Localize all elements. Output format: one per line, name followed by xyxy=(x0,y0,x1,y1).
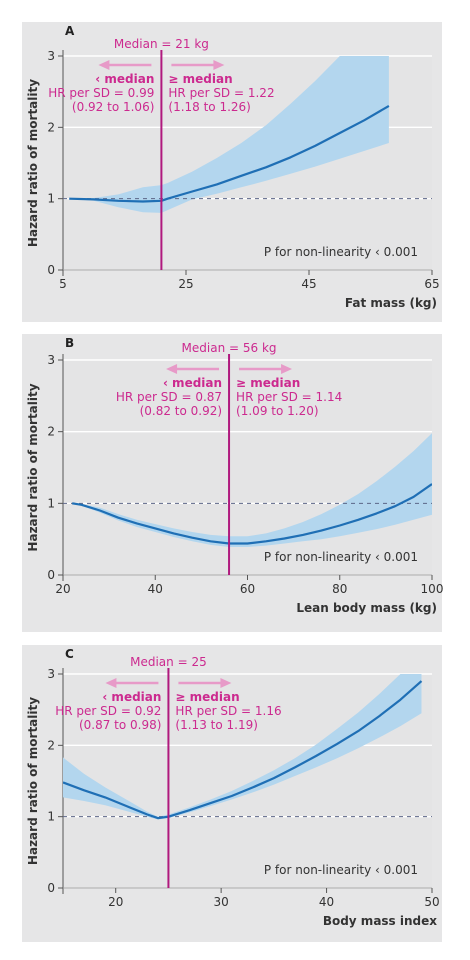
confidence-band xyxy=(69,56,389,213)
x-tick-label: 40 xyxy=(148,582,163,596)
y-tick-label: 2 xyxy=(47,120,55,134)
nonlinearity-annotation: P for non-linearity ‹ 0.001 xyxy=(264,550,418,564)
below-median-label: ‹ median xyxy=(102,690,161,704)
arrow-head xyxy=(281,364,293,374)
arrow-head xyxy=(166,364,178,374)
above-median-ci: (1.09 to 1.20) xyxy=(236,404,318,418)
x-tick-label: 100 xyxy=(421,582,444,596)
above-median-hr: HR per SD = 1.16 xyxy=(175,704,281,718)
confidence-band xyxy=(72,433,432,547)
plot-curve-layer xyxy=(69,104,390,203)
below-median-hr: HR per SD = 0.87 xyxy=(116,390,222,404)
confidence-band xyxy=(63,674,422,820)
below-median-hr: HR per SD = 0.92 xyxy=(55,704,161,718)
below-median-arrow xyxy=(105,678,159,688)
panel-letter: A xyxy=(65,24,75,38)
chart-panel-C: 0 1 2 3 20 30 40 50 Hazard ratio of mortality Bod… xyxy=(22,645,442,942)
median-label: Median = 21 kg xyxy=(114,37,209,51)
hazard-ratio-curve xyxy=(69,104,390,203)
y-tick-label: 2 xyxy=(47,738,55,752)
below-median-ci: (0.82 to 0.92) xyxy=(140,404,222,418)
x-tick-label: 60 xyxy=(240,582,255,596)
plot-content xyxy=(63,674,422,820)
above-median-hr: HR per SD = 1.22 xyxy=(168,86,274,100)
above-median-label: ≥ median xyxy=(168,72,232,86)
plot-curve-layer xyxy=(63,680,423,820)
y-tick-label: 0 xyxy=(47,568,55,582)
nonlinearity-annotation: P for non-linearity ‹ 0.001 xyxy=(264,245,418,259)
hazard-ratio-curve xyxy=(72,483,432,545)
above-median-arrow xyxy=(178,678,232,688)
plot-curve-layer xyxy=(72,483,432,545)
x-tick-label: 5 xyxy=(59,277,67,291)
arrow-head xyxy=(98,60,110,70)
below-median-arrow xyxy=(98,60,152,70)
above-median-hr: HR per SD = 1.14 xyxy=(236,390,342,404)
below-median-arrow xyxy=(166,364,220,374)
above-median-label: ≥ median xyxy=(236,376,300,390)
y-tick-label: 0 xyxy=(47,881,55,895)
above-median-arrow xyxy=(239,364,293,374)
y-tick-label: 0 xyxy=(47,263,55,277)
median-label: Median = 56 kg xyxy=(182,341,277,355)
below-median-ci: (0.92 to 1.06) xyxy=(72,100,154,114)
y-tick-label: 1 xyxy=(47,496,55,510)
arrow-head xyxy=(220,678,232,688)
x-tick-label: 40 xyxy=(319,895,334,909)
x-tick-label: 25 xyxy=(178,277,193,291)
x-axis-label: Lean body mass (kg) xyxy=(296,601,437,615)
panel-letter: B xyxy=(65,336,74,350)
y-axis-label: Hazard ratio of mortality xyxy=(26,383,40,551)
y-axis-label: Hazard ratio of mortality xyxy=(26,79,40,247)
nonlinearity-annotation: P for non-linearity ‹ 0.001 xyxy=(264,863,418,877)
chart-panel-A: 0 1 2 3 5 25 45 65 Hazard ratio of mortality Fat … xyxy=(22,22,442,322)
y-axis-label: Hazard ratio of mortality xyxy=(26,697,40,865)
median-label: Median = 25 xyxy=(130,655,207,669)
y-tick-label: 3 xyxy=(47,353,55,367)
below-median-label: ‹ median xyxy=(163,376,222,390)
y-tick-label: 3 xyxy=(47,49,55,63)
above-median-ci: (1.18 to 1.26) xyxy=(168,100,250,114)
panel-letter: C xyxy=(65,647,74,661)
y-tick-label: 1 xyxy=(47,192,55,206)
plot-content xyxy=(72,433,432,547)
above-median-label: ≥ median xyxy=(175,690,239,704)
x-tick-label: 80 xyxy=(332,582,347,596)
x-tick-label: 20 xyxy=(108,895,123,909)
x-tick-label: 20 xyxy=(55,582,70,596)
chart-panel-B: 0 1 2 3 20 40 60 80 100 Hazard ratio of mortality… xyxy=(22,334,443,632)
below-median-hr: HR per SD = 0.99 xyxy=(48,86,154,100)
x-axis-label: Fat mass (kg) xyxy=(345,296,437,310)
below-median-label: ‹ median xyxy=(95,72,154,86)
above-median-ci: (1.13 to 1.19) xyxy=(175,718,257,732)
y-tick-label: 3 xyxy=(47,667,55,681)
x-tick-label: 45 xyxy=(301,277,316,291)
x-axis-label: Body mass index xyxy=(323,914,437,928)
arrow-head xyxy=(213,60,225,70)
above-median-arrow xyxy=(171,60,225,70)
y-tick-label: 1 xyxy=(47,810,55,824)
x-tick-label: 30 xyxy=(214,895,229,909)
below-median-ci: (0.87 to 0.98) xyxy=(79,718,161,732)
y-tick-label: 2 xyxy=(47,425,55,439)
arrow-head xyxy=(105,678,117,688)
hazard-ratio-curve xyxy=(63,680,423,820)
plot-content xyxy=(69,56,389,213)
x-tick-label: 65 xyxy=(424,277,439,291)
x-tick-label: 50 xyxy=(424,895,439,909)
